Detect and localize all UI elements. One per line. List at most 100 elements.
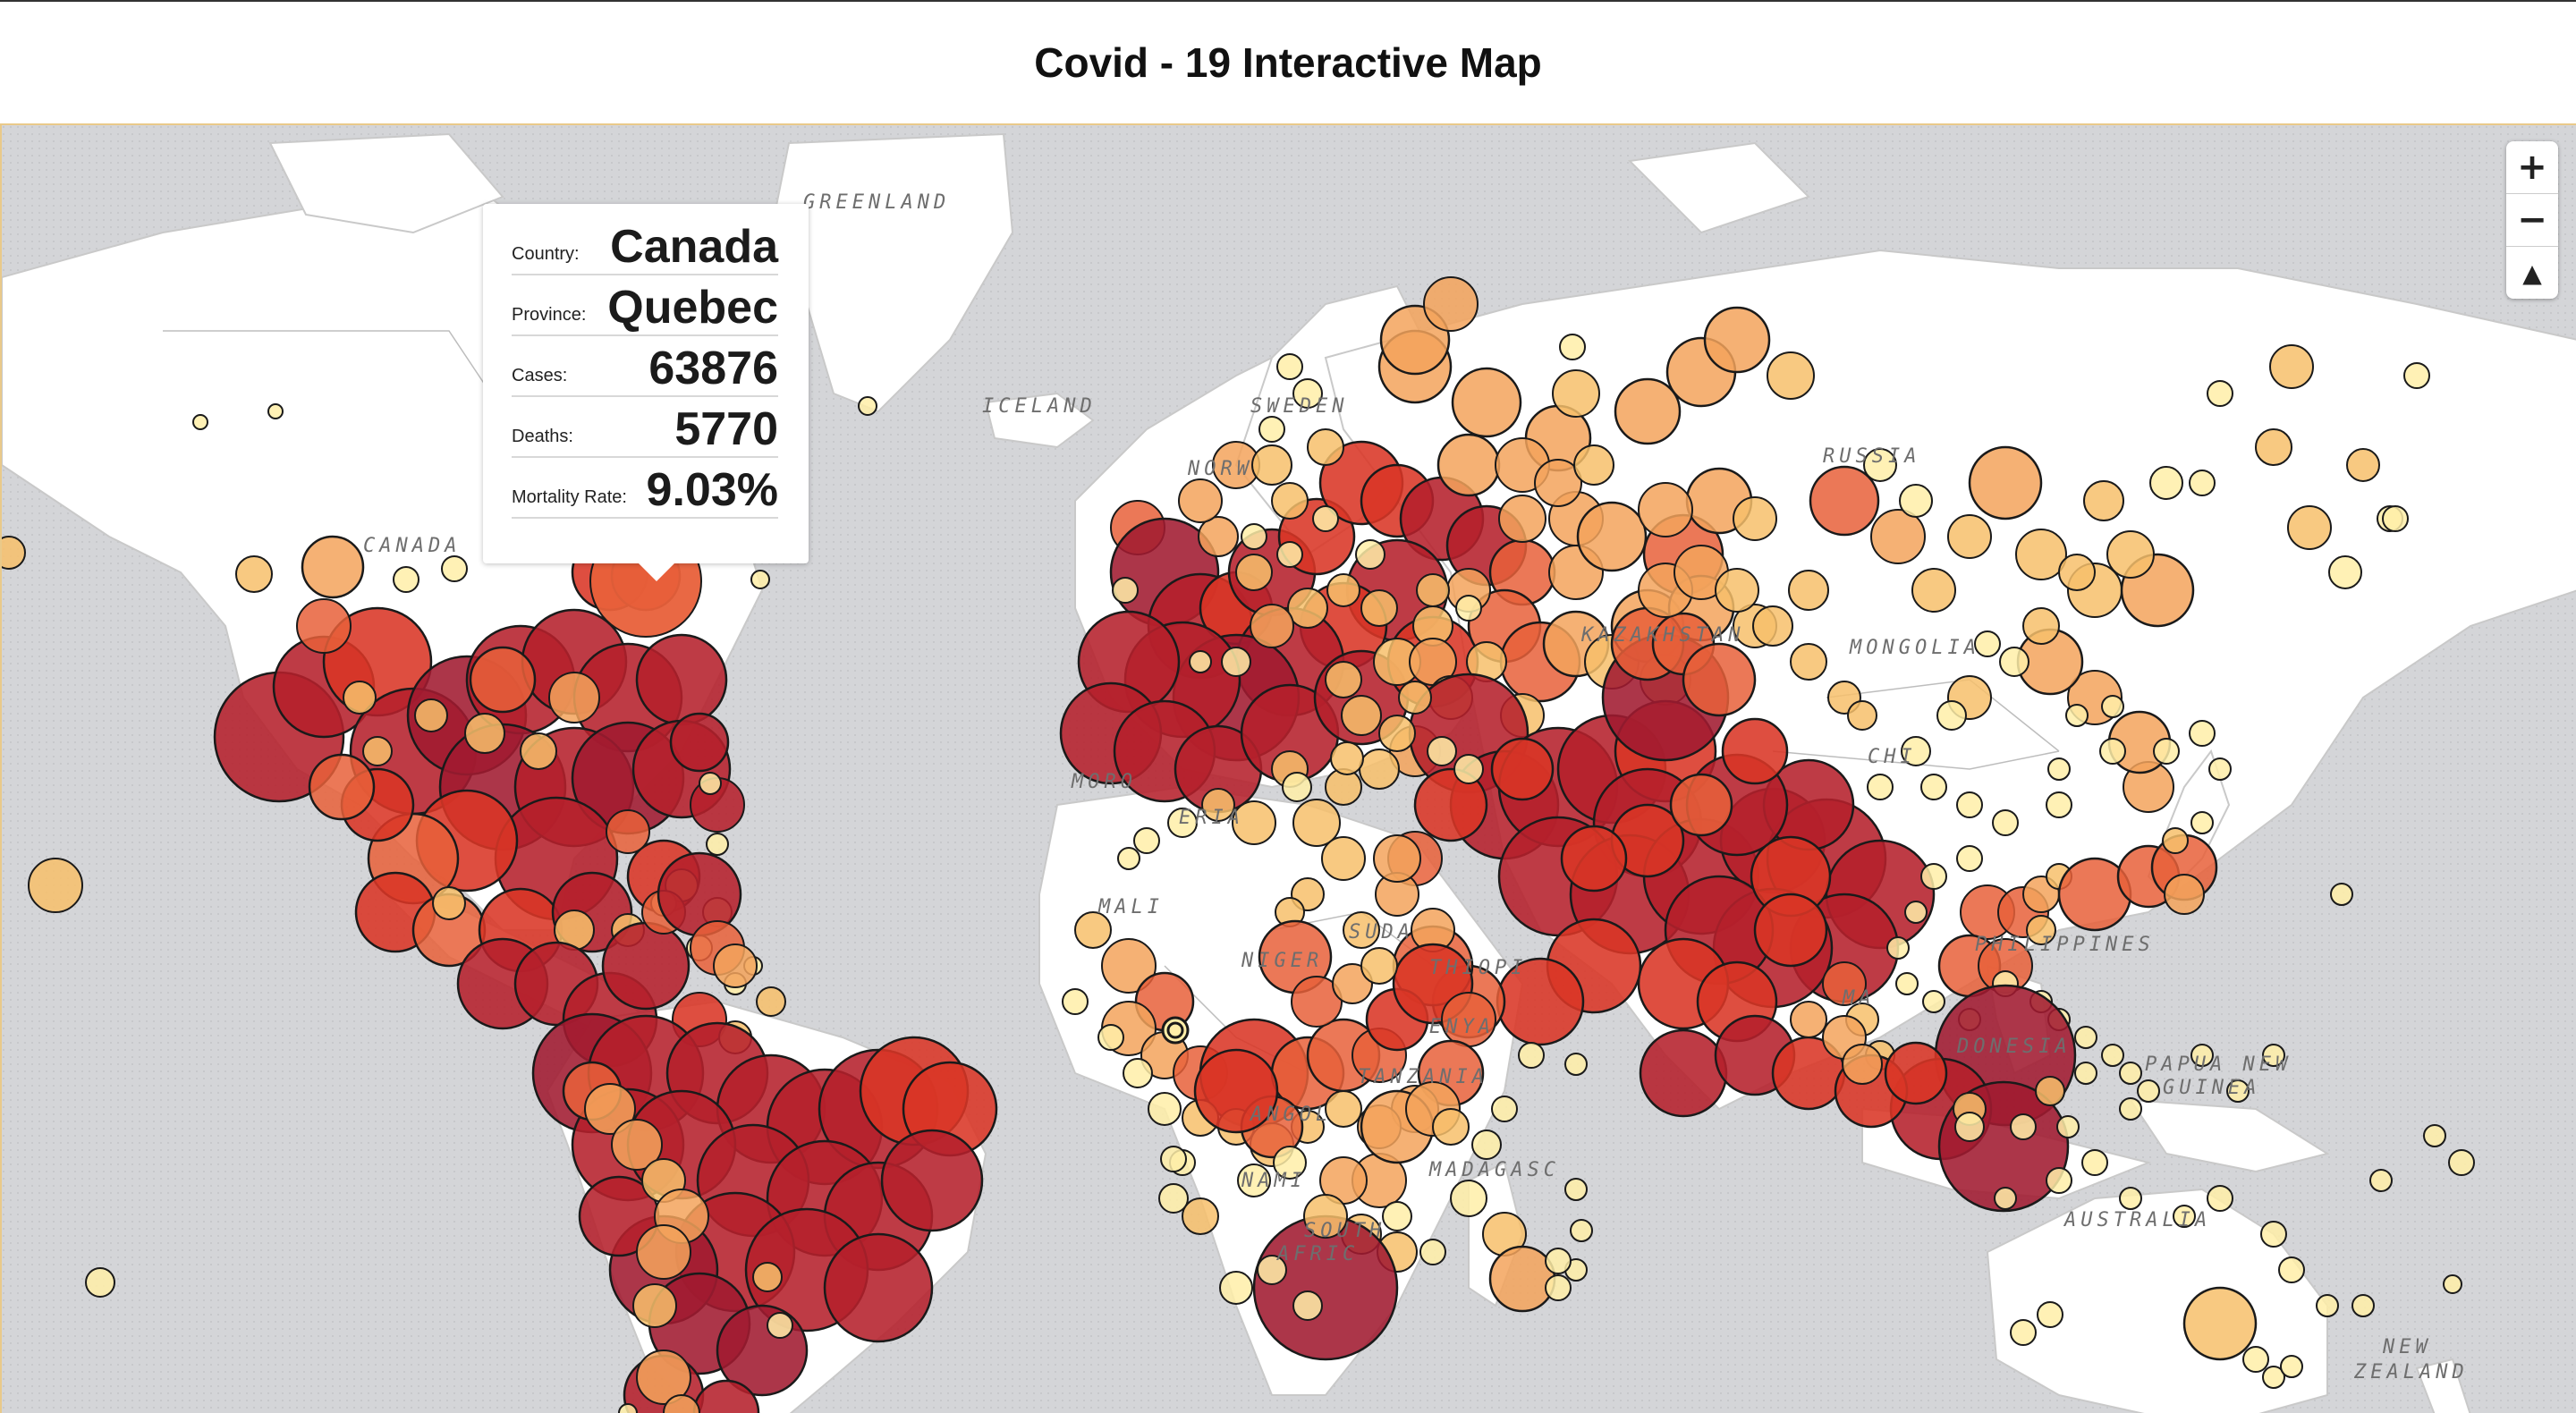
case-bubble[interactable] [756,986,786,1017]
case-bubble[interactable] [1292,1290,1323,1321]
case-bubble[interactable] [2074,1062,2097,1085]
zoom-out-button[interactable]: − [2506,194,2558,247]
case-bubble[interactable] [1276,541,1303,568]
case-bubble[interactable] [1158,1183,1189,1214]
case-bubble[interactable] [2189,720,2216,747]
case-bubble[interactable] [1237,1163,1271,1197]
case-bubble[interactable] [1863,448,1897,482]
case-bubble[interactable] [1559,334,1586,360]
case-bubble[interactable] [1822,961,1867,1006]
case-bubble[interactable] [1490,737,1555,801]
case-bubble[interactable] [1221,647,1251,677]
case-bubble[interactable] [1258,416,1285,443]
case-bubble[interactable] [1307,428,1344,466]
case-bubble[interactable] [1062,988,1089,1015]
case-bubble[interactable] [1282,772,1312,802]
case-bubble[interactable] [823,1232,934,1343]
case-bubble[interactable] [1992,809,2019,836]
case-bubble[interactable] [1753,893,1828,968]
case-bubble[interactable] [1074,911,1112,949]
case-bubble[interactable] [1922,990,1945,1013]
case-bubble[interactable] [1895,972,1919,995]
case-bubble[interactable] [1101,938,1157,994]
case-bubble[interactable] [464,713,505,754]
case-bubble[interactable] [1552,369,1600,418]
case-bubble[interactable] [1235,554,1273,591]
case-bubble[interactable] [1432,1108,1470,1146]
case-bubble[interactable] [1360,947,1398,985]
case-bubble[interactable] [1994,1187,2017,1210]
case-bubble[interactable] [1703,306,1771,374]
case-bubble[interactable] [1416,573,1450,607]
case-bubble[interactable] [1488,1245,1556,1313]
case-bubble[interactable] [1413,767,1488,842]
map-svg[interactable] [2,125,2576,1413]
case-bubble[interactable] [1752,605,1793,647]
case-bubble[interactable] [2010,1113,2037,1140]
case-bubble[interactable] [611,1119,663,1171]
case-bubble[interactable] [432,886,466,920]
case-bubble[interactable] [1436,433,1501,497]
case-bubble[interactable] [1117,847,1140,870]
case-bubble[interactable] [1669,773,1733,837]
case-bubble[interactable] [235,555,273,593]
case-bubble[interactable] [1884,1041,1948,1105]
case-bubble[interactable] [635,633,728,726]
case-bubble[interactable] [2037,1301,2063,1328]
case-bubble[interactable] [1870,509,1926,564]
case-bubble[interactable] [1250,604,1294,648]
case-bubble[interactable] [469,646,537,714]
case-bubble[interactable] [1564,1178,1588,1201]
case-bubble[interactable] [1112,577,1139,604]
case-bubble[interactable] [2119,1187,2142,1210]
case-bubble[interactable] [2101,1044,2124,1067]
case-bubble[interactable] [636,1224,691,1280]
case-bubble[interactable] [1219,1271,1253,1305]
case-bubble[interactable] [2101,695,2124,718]
case-bubble[interactable] [1166,1021,1184,1039]
case-bubble[interactable] [1123,1058,1153,1088]
case-bubble[interactable] [1251,444,1292,486]
case-bubble[interactable] [1325,661,1362,698]
case-bubble[interactable] [858,396,877,416]
case-bubble[interactable] [1326,573,1360,607]
case-bubble[interactable] [1292,799,1341,847]
case-bubble[interactable] [2207,1185,2233,1212]
case-bubble[interactable] [2262,1366,2285,1389]
case-bubble[interactable] [1276,353,1303,380]
case-bubble[interactable] [1534,459,1582,507]
case-bubble[interactable] [1999,647,2029,677]
case-bubble[interactable] [2058,554,2096,591]
case-bubble[interactable] [601,921,691,1011]
case-bubble[interactable] [1427,736,1457,766]
case-bubble[interactable] [2173,1205,2196,1228]
case-bubble[interactable] [2260,1221,2287,1248]
case-bubble[interactable] [1360,589,1398,627]
case-bubble[interactable] [1954,1112,1985,1142]
case-bubble[interactable] [1133,827,1160,854]
case-bubble[interactable] [1198,516,1239,557]
case-bubble[interactable] [192,414,208,430]
case-bubble[interactable] [2382,505,2409,532]
case-bubble[interactable] [343,681,377,715]
case-bubble[interactable] [1904,901,1928,924]
case-bubble[interactable] [414,698,448,732]
case-bubble[interactable] [2316,1294,2339,1317]
case-bubble[interactable] [2255,428,2292,466]
case-bubble[interactable] [1956,845,1983,872]
case-bubble[interactable] [1330,741,1364,775]
case-bubble[interactable] [1936,700,1967,731]
case-bubble[interactable] [2162,827,2189,854]
case-bubble[interactable] [2022,607,2060,645]
case-bubble[interactable] [1471,1130,1502,1160]
case-bubble[interactable] [2280,1355,2303,1378]
case-bubble[interactable] [2269,344,2314,389]
case-bubble[interactable] [1189,650,1212,673]
case-bubble[interactable] [1373,834,1421,883]
case-bubble[interactable] [1842,1044,1883,1085]
case-bubble[interactable] [606,809,650,854]
case-bubble[interactable] [2046,791,2072,818]
case-bubble[interactable] [1974,630,2001,657]
case-bubble[interactable] [1733,496,1777,541]
case-bubble[interactable] [1382,1201,1412,1231]
